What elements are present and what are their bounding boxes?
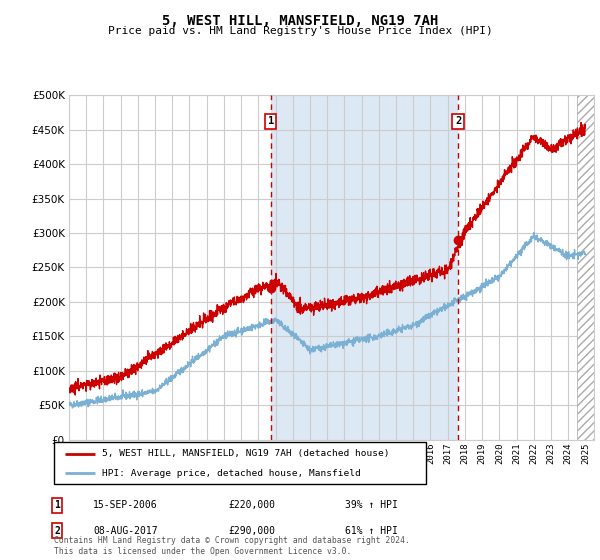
Text: Price paid vs. HM Land Registry's House Price Index (HPI): Price paid vs. HM Land Registry's House … — [107, 26, 493, 36]
Text: 1: 1 — [268, 116, 274, 127]
Text: 5, WEST HILL, MANSFIELD, NG19 7AH (detached house): 5, WEST HILL, MANSFIELD, NG19 7AH (detac… — [103, 449, 390, 458]
Text: 08-AUG-2017: 08-AUG-2017 — [93, 526, 158, 536]
Text: £220,000: £220,000 — [228, 500, 275, 510]
Text: £290,000: £290,000 — [228, 526, 275, 536]
Text: 2: 2 — [455, 116, 461, 127]
Text: Contains HM Land Registry data © Crown copyright and database right 2024.
This d: Contains HM Land Registry data © Crown c… — [54, 536, 410, 556]
Text: 15-SEP-2006: 15-SEP-2006 — [93, 500, 158, 510]
Text: 1: 1 — [54, 500, 60, 510]
Text: 2: 2 — [54, 526, 60, 536]
FancyBboxPatch shape — [54, 442, 426, 484]
Text: 39% ↑ HPI: 39% ↑ HPI — [345, 500, 398, 510]
Text: 61% ↑ HPI: 61% ↑ HPI — [345, 526, 398, 536]
Polygon shape — [577, 95, 594, 440]
Text: 5, WEST HILL, MANSFIELD, NG19 7AH: 5, WEST HILL, MANSFIELD, NG19 7AH — [162, 14, 438, 28]
Text: HPI: Average price, detached house, Mansfield: HPI: Average price, detached house, Mans… — [103, 469, 361, 478]
Bar — [271, 95, 458, 440]
